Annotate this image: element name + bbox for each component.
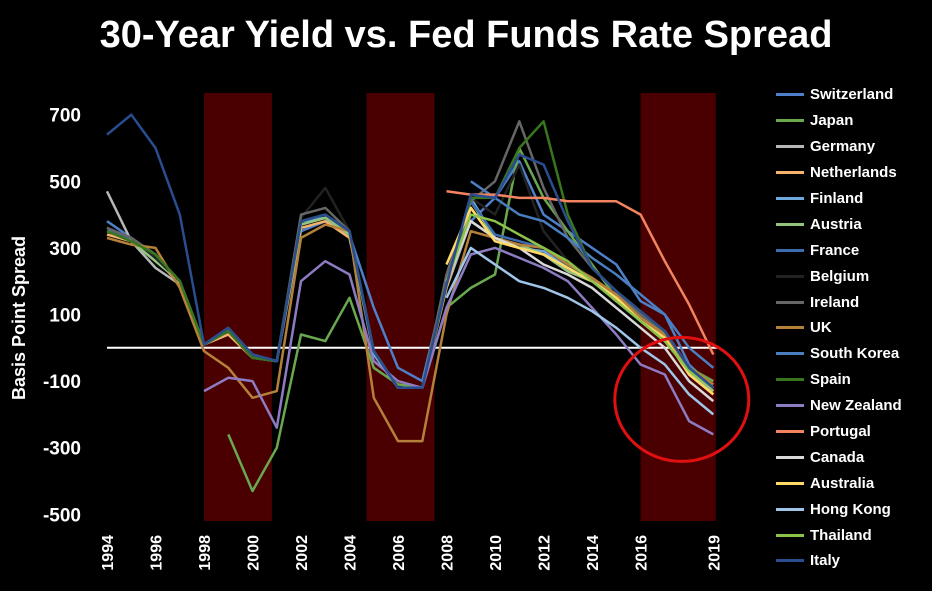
y-tick-label: -500: [43, 505, 81, 526]
legend-swatch: [776, 481, 804, 485]
y-tick-label: 700: [49, 106, 81, 127]
x-tick-label: 2006: [391, 535, 408, 571]
series-line-new-zealand: [203, 246, 714, 436]
legend-label: New Zealand: [810, 397, 902, 415]
recession-band-0: [204, 93, 272, 521]
x-tick-label: 2008: [440, 535, 457, 571]
legend-label: Japan: [810, 112, 854, 130]
legend-label: Portugal: [810, 423, 871, 441]
legend-label: South Korea: [810, 345, 900, 363]
legend-item: Thailand: [776, 522, 932, 548]
legend-swatch: [776, 378, 804, 382]
legend-item: Finland: [776, 186, 932, 212]
annotation-circle: [613, 335, 751, 463]
x-tick-label: 2002: [294, 535, 311, 571]
y-tick-label: 300: [49, 239, 81, 260]
legend-item: Japan: [776, 108, 932, 134]
series-line-italy: [106, 113, 715, 390]
legend-swatch: [776, 559, 804, 563]
x-tick-label: 1998: [197, 535, 214, 571]
y-axis-ticks: 700 500 300 100 -100 -300 -500: [43, 106, 81, 527]
recession-bands: [204, 93, 716, 521]
series-line-thailand: [445, 213, 715, 389]
legend-swatch: [776, 119, 804, 123]
y-tick-label: 100: [49, 306, 81, 327]
x-tick-label: 2016: [634, 535, 651, 571]
legend-label: Hong Kong: [810, 500, 891, 518]
legend-swatch: [776, 222, 804, 226]
legend-swatch: [776, 455, 804, 459]
legend-swatch: [776, 300, 804, 304]
legend-item: Hong Kong: [776, 496, 932, 522]
y-tick-label: 500: [49, 172, 81, 193]
legend-label: Austria: [810, 215, 862, 233]
legend-label: Germany: [810, 138, 876, 156]
recession-band-1: [366, 93, 435, 521]
legend: Switzerland Japan Germany Netherlands Finlan…: [776, 82, 932, 574]
y-axis-label: Basis Point Spread: [9, 236, 29, 400]
legend-label: Canada: [810, 448, 865, 466]
legend-item: UK: [776, 315, 932, 341]
series-line-uk: [106, 223, 715, 443]
legend-item: Netherlands: [776, 160, 932, 186]
legend-swatch: [776, 326, 804, 330]
legend-label: Switzerland: [810, 86, 894, 104]
series-line-hong-kong: [445, 246, 715, 416]
series-line-australia: [445, 206, 715, 396]
legend-item: Canada: [776, 444, 932, 470]
legend-label: Italy: [810, 552, 841, 570]
x-tick-label: 2012: [537, 535, 554, 571]
legend-item: Italy: [776, 548, 932, 574]
legend-swatch: [776, 248, 804, 252]
y-tick-label: -300: [43, 439, 81, 460]
x-tick-label: 2014: [585, 535, 602, 571]
legend-item: New Zealand: [776, 393, 932, 419]
legend-label: Netherlands: [810, 164, 897, 182]
series-line-south-korea: [470, 180, 715, 369]
legend-item: France: [776, 237, 932, 263]
series-line-portugal: [446, 190, 715, 356]
legend-label: UK: [810, 319, 832, 337]
legend-item: Portugal: [776, 419, 932, 445]
series-lines: [105, 113, 715, 493]
legend-item: Ireland: [776, 289, 932, 315]
legend-swatch: [776, 93, 804, 97]
x-tick-label: 2000: [246, 535, 263, 571]
legend-item: Austria: [776, 211, 932, 237]
x-axis-ticks: 1994 1996 1998 2000 2002 2004 2006 2008 2010 2012…: [100, 535, 723, 571]
legend-item: Switzerland: [776, 82, 932, 108]
legend-label: Finland: [810, 190, 864, 207]
legend-item: South Korea: [776, 341, 932, 367]
legend-item: Belgium: [776, 263, 932, 289]
x-tick-label: 2004: [343, 535, 360, 571]
legend-swatch: [776, 507, 804, 511]
legend-swatch: [776, 430, 804, 434]
legend-label: Ireland: [810, 293, 860, 311]
legend-swatch: [776, 533, 804, 537]
legend-swatch: [776, 352, 804, 356]
legend-swatch: [776, 404, 804, 408]
legend-label: Thailand: [810, 526, 872, 544]
x-tick-label: 2019: [706, 535, 723, 571]
legend-label: France: [810, 241, 860, 259]
legend-label: Australia: [810, 474, 875, 492]
legend-swatch: [776, 274, 804, 278]
legend-label: Spain: [810, 371, 851, 389]
legend-swatch: [776, 197, 804, 200]
x-tick-label: 1996: [149, 535, 166, 571]
legend-label: Belgium: [810, 267, 870, 285]
legend-swatch: [776, 145, 804, 149]
y-tick-label: -100: [43, 372, 81, 393]
legend-item: Spain: [776, 367, 932, 393]
x-tick-label: 1994: [100, 535, 117, 571]
annotation-group: [613, 335, 751, 463]
legend-swatch: [776, 171, 804, 175]
chart-title: 30-Year Yield vs. Fed Funds Rate Spread: [99, 14, 833, 56]
legend-item: Australia: [776, 470, 932, 496]
x-tick-label: 2010: [488, 535, 505, 571]
legend-item: Germany: [776, 134, 932, 160]
